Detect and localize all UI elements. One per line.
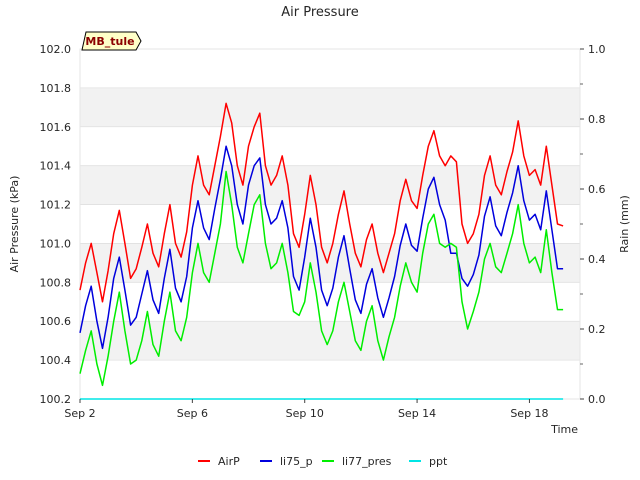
y-tick-label: 100.6 (40, 315, 72, 328)
series-line-AirP (79, 102, 564, 303)
y-tick-label: 101.2 (40, 199, 72, 212)
legend-item-li77_pres: li77_pres (322, 455, 392, 468)
legend: AirP li75_p li77_pres ppt (198, 455, 448, 468)
legend-item-li75_p: li75_p (260, 455, 313, 468)
legend-label: ppt (429, 455, 448, 468)
y-tick-label: 101.4 (40, 160, 72, 173)
legend-item-ppt: ppt (409, 455, 448, 468)
x-tick-label: Sep 10 (286, 407, 324, 420)
legend-item-AirP: AirP (198, 455, 240, 468)
y2-tick-label: 0.0 (588, 393, 606, 406)
x-tick-label: Sep 2 (64, 407, 95, 420)
y2-tick-label: 1.0 (588, 43, 606, 56)
station-badge: MB_tule (81, 31, 142, 51)
y-tick-label: 101.6 (40, 121, 72, 134)
legend-label: AirP (218, 455, 240, 468)
y-tick-label: 100.4 (40, 354, 72, 367)
grid-band (80, 165, 580, 205)
chart-title: Air Pressure (281, 5, 359, 20)
y-tick-label: 101.0 (40, 237, 72, 250)
x-tick-label: Sep 6 (177, 407, 208, 420)
y-tick-label: 101.8 (40, 82, 72, 95)
y-tick-label: 100.8 (40, 276, 72, 289)
y-axis-right: 0.0 0.2 0.4 0.6 0.8 1.0 (580, 43, 606, 406)
y2-tick-label: 0.8 (588, 113, 606, 126)
x-axis-label: Time (550, 423, 578, 436)
y2-tick-label: 0.2 (588, 323, 606, 336)
grid-band (80, 87, 580, 127)
legend-label: li75_p (280, 455, 313, 468)
series-layer (79, 102, 564, 400)
legend-label: li77_pres (342, 455, 392, 468)
series-line-li77_pres (79, 170, 564, 387)
grid-band (80, 321, 580, 361)
grid-band (80, 243, 580, 283)
grid-bands (80, 48, 580, 400)
series-line-li75_p (79, 145, 564, 350)
badge-shape (81, 31, 142, 51)
y2-tick-label: 0.4 (588, 253, 606, 266)
y-tick-label: 102.0 (40, 43, 72, 56)
y-axis-label: Air Pressure (kPa) (8, 176, 21, 273)
y2-axis-label: Rain (mm) (618, 195, 631, 253)
x-tick-label: Sep 18 (510, 407, 548, 420)
badge-label: MB_tule (85, 35, 134, 48)
x-tick-label: Sep 14 (398, 407, 436, 420)
y2-tick-label: 0.6 (588, 183, 606, 196)
x-axis: Sep 2 Sep 6 Sep 10 Sep 14 Sep 18 (64, 399, 549, 420)
y-axis-left: 100.2 100.4 100.6 100.8 101.0 101.2 101.4 101.6… (40, 43, 72, 406)
y-tick-label: 100.2 (40, 393, 72, 406)
